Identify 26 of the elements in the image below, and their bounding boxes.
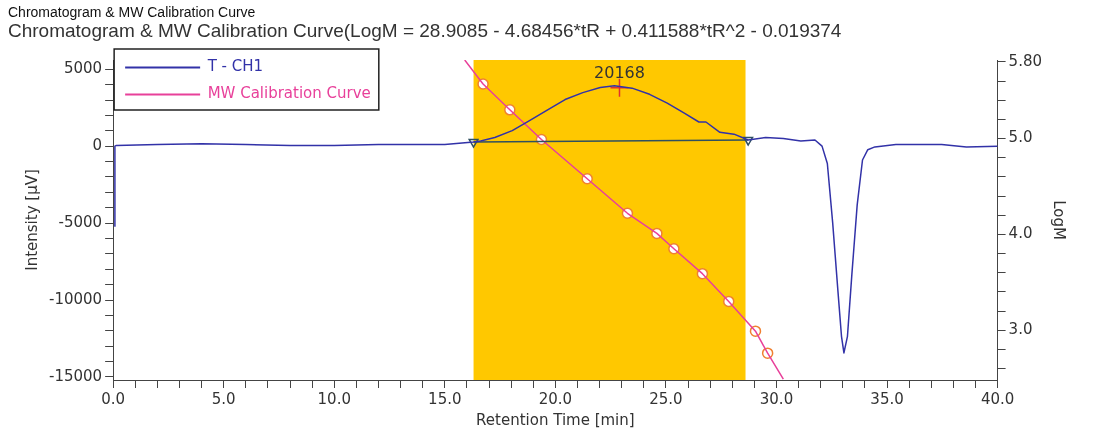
y2-tick-label: 5.0 — [1008, 128, 1033, 147]
x-axis-title: Retention Time [min] — [476, 410, 635, 429]
y-tick-label: 5000 — [63, 59, 103, 78]
legend-label: T - CH1 — [206, 57, 264, 76]
x-tick-label: 20.0 — [538, 389, 573, 408]
y2-tick-label: 3.0 — [1008, 320, 1033, 339]
legend-label: MW Calibration Curve — [207, 84, 371, 103]
chart-subtitle: Chromatogram & MW Calibration Curve(LogM = 28.9085 - 4.68456*tR + 0.411588*tR^2 - 0.019374 — [8, 20, 842, 42]
y2-axis-title: LogM — [1050, 200, 1069, 240]
y2-tick-label: 5.80 — [1008, 51, 1043, 70]
x-tick-label: 25.0 — [649, 389, 683, 408]
y-axis-title: Intensity [µV] — [22, 169, 41, 271]
x-tick-label: 0.0 — [101, 389, 126, 408]
x-tick-label: 30.0 — [759, 389, 794, 408]
x-tick-label: 5.0 — [211, 389, 236, 408]
chart-title: Chromatogram & MW Calibration Curve — [8, 4, 256, 20]
y-tick-label: -15000 — [48, 366, 103, 385]
x-tick-label: 40.0 — [980, 389, 1015, 408]
x-tick-label: 35.0 — [870, 389, 904, 408]
x-tick-label: 15.0 — [428, 389, 462, 408]
annotation: 20168 — [594, 62, 645, 82]
y-tick-label: -10000 — [48, 289, 103, 308]
y-tick-label: -5000 — [58, 212, 103, 231]
y2-tick-label: 4.0 — [1008, 224, 1033, 243]
y-tick-label: 0 — [92, 136, 103, 155]
x-tick-label: 10.0 — [317, 389, 351, 408]
